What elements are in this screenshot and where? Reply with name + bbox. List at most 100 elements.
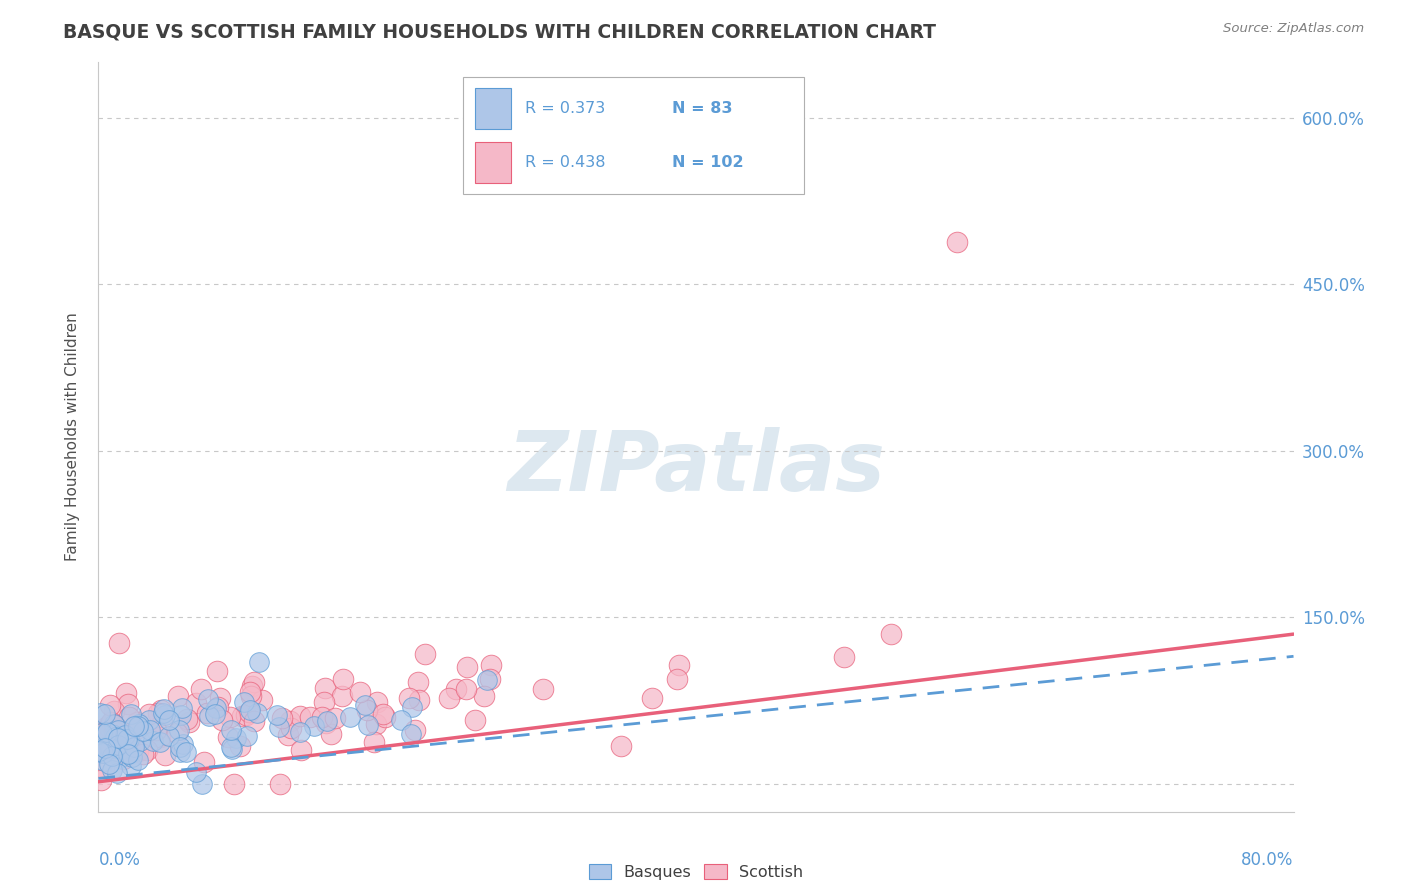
Point	[149, 735, 172, 749]
Point	[315, 715, 337, 730]
Point	[235, 729, 257, 743]
Point	[278, 714, 301, 729]
Point	[100, 717, 122, 731]
Text: BASQUE VS SCOTTISH FAMILY HOUSEHOLDS WITH CHILDREN CORRELATION CHART: BASQUE VS SCOTTISH FAMILY HOUSEHOLDS WIT…	[63, 22, 936, 41]
Point	[190, 681, 212, 696]
Point	[668, 658, 690, 673]
Point	[454, 681, 477, 696]
Point	[479, 657, 502, 672]
Point	[398, 691, 420, 706]
Point	[880, 627, 903, 641]
Point	[479, 672, 502, 686]
Point	[98, 698, 121, 713]
Point	[101, 763, 124, 777]
Point	[406, 675, 429, 690]
Point	[266, 708, 288, 723]
Point	[91, 728, 114, 742]
Point	[121, 750, 143, 764]
Point	[107, 636, 129, 650]
Point	[323, 711, 346, 725]
Point	[209, 691, 232, 706]
Point	[356, 703, 378, 717]
Point	[463, 713, 485, 727]
Point	[240, 679, 263, 693]
Bar	[475, 142, 510, 183]
Point	[232, 695, 254, 709]
Point	[150, 716, 173, 731]
Point	[314, 681, 336, 695]
Point	[190, 777, 212, 791]
Point	[475, 673, 498, 687]
Point	[169, 740, 191, 755]
Point	[231, 709, 253, 723]
Point	[349, 685, 371, 699]
Point	[122, 739, 145, 754]
Point	[389, 713, 412, 727]
Point	[98, 757, 121, 772]
Point	[115, 686, 138, 700]
Point	[176, 712, 198, 726]
Text: ZIPatlas: ZIPatlas	[508, 426, 884, 508]
Point	[149, 731, 172, 745]
Point	[104, 730, 127, 744]
Point	[219, 723, 242, 737]
Point	[139, 723, 162, 738]
Point	[247, 655, 270, 669]
Point	[105, 765, 128, 780]
Point	[166, 689, 188, 703]
Point	[117, 747, 139, 761]
Point	[97, 731, 120, 746]
Point	[290, 742, 312, 756]
Point	[243, 714, 266, 728]
Text: Source: ZipAtlas.com: Source: ZipAtlas.com	[1223, 22, 1364, 36]
Point	[366, 695, 388, 709]
Point	[354, 698, 377, 712]
Point	[90, 725, 112, 739]
Point	[316, 714, 339, 728]
Point	[221, 742, 243, 756]
Text: N = 83: N = 83	[672, 102, 733, 116]
Point	[245, 706, 267, 720]
Point	[98, 741, 121, 756]
Point	[128, 716, 150, 731]
FancyBboxPatch shape	[463, 78, 804, 194]
Text: 80.0%: 80.0%	[1241, 851, 1294, 869]
Point	[437, 691, 460, 706]
Point	[169, 745, 191, 759]
Point	[444, 682, 467, 697]
Point	[641, 691, 664, 706]
Point	[277, 728, 299, 742]
Point	[271, 711, 294, 725]
Point	[217, 731, 239, 745]
Point	[94, 706, 117, 721]
Point	[235, 707, 257, 722]
Point	[167, 723, 190, 737]
Point	[97, 720, 120, 734]
Point	[101, 749, 124, 764]
Point	[105, 734, 128, 748]
Point	[146, 706, 169, 720]
Point	[204, 707, 226, 722]
Point	[166, 726, 188, 740]
Bar	[475, 88, 510, 129]
Point	[93, 761, 115, 775]
Legend: Basques, Scottish: Basques, Scottish	[582, 857, 810, 886]
Point	[127, 754, 149, 768]
Point	[108, 750, 131, 764]
Point	[205, 664, 228, 678]
Point	[145, 723, 167, 737]
Point	[401, 699, 423, 714]
Point	[153, 701, 176, 715]
Point	[97, 739, 120, 754]
Point	[666, 673, 689, 687]
Point	[110, 729, 132, 743]
Point	[408, 693, 430, 707]
Point	[98, 717, 121, 731]
Point	[127, 721, 149, 735]
Point	[219, 710, 242, 724]
Point	[103, 723, 125, 738]
Point	[195, 706, 218, 720]
Point	[290, 725, 312, 739]
Text: R = 0.438: R = 0.438	[524, 154, 606, 169]
Point	[225, 731, 247, 745]
